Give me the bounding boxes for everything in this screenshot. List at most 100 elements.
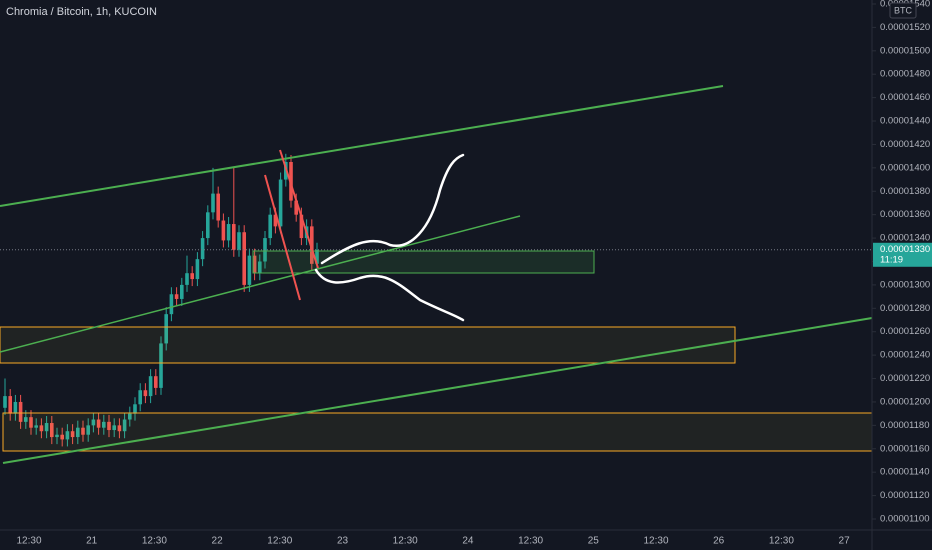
y-tick-label: 0.00001500 [880,45,930,56]
y-tick-label: 0.00001240 [880,350,930,361]
candle-body [268,214,272,239]
x-tick-label: 12:30 [393,536,418,547]
zone-box [252,250,595,274]
candle-body [96,419,101,428]
candle-body [117,425,122,432]
y-tick-label: 0.00001200 [880,396,930,407]
y-tick-label: 0.00001420 [880,139,930,150]
candle-body [226,224,231,241]
y-tick-label: 0.00001340 [880,233,930,244]
zone-box [2,412,873,452]
wedge-line [279,149,319,269]
candle-body [91,419,96,426]
candle-body [174,294,179,299]
candle-body [221,220,226,241]
x-tick-label: 21 [86,536,98,547]
y-tick-label: 0.00001480 [880,69,930,80]
candle-body [242,232,246,285]
candle-body [55,434,59,438]
candle-body [128,413,132,420]
trend-line [0,85,724,207]
candle-body [252,255,257,274]
y-tick-label: 0.00001280 [880,303,930,314]
candle-body [315,249,319,264]
candle-body [159,343,163,388]
candle-body [237,232,241,250]
candle-body [299,214,304,239]
y-tick-label: 0.00001180 [880,420,930,431]
chart-title: Chromia / Bitcoin, 1h, KUCOIN [6,6,157,18]
candle-body [154,376,158,388]
wedge-line [264,174,301,301]
y-tick-label: 0.00001380 [880,186,930,197]
zone-box [0,326,736,364]
x-tick-label: 12:30 [769,536,794,547]
currency-box [889,2,917,19]
y-tick-label: 0.00001400 [880,162,930,173]
candle-body [180,284,184,299]
candle-body [232,224,236,250]
candle-body [102,421,106,428]
candle-body [143,390,148,397]
candle-body [278,179,283,227]
candle-body [86,425,90,435]
candle-body [44,423,49,432]
candle-body [138,390,142,405]
y-tick-label: 0.00001140 [880,467,930,478]
candle-body [148,376,153,397]
y-tick-label: 0.00001160 [880,443,930,454]
candle-body [310,226,314,264]
drawings [0,85,873,464]
y-tick-label: 0.00001460 [880,92,930,103]
countdown-label: 11:19 [880,254,903,265]
candle-body [294,200,298,215]
candle-body [122,419,127,432]
candle-body [107,421,111,431]
candle-body [185,273,189,285]
y-tick-label: 0.00001260 [880,326,930,337]
x-tick-label: 12:30 [142,536,167,547]
candle-body [211,193,215,213]
x-tick-label: 27 [839,536,851,547]
y-tick-label: 0.00001360 [880,209,930,220]
candle-body [206,212,210,239]
candle-body [263,238,267,262]
candle-body [190,273,194,280]
y-tick-label: 0.00001100 [880,514,930,525]
x-tick-label: 23 [337,536,349,547]
candle-body [50,423,54,438]
candle-body [247,255,252,285]
candle-body [258,261,262,274]
candle-body [29,417,33,428]
candle-body [216,193,220,221]
trend-line [2,317,873,464]
candle-body [133,404,137,414]
candle-body [24,417,28,422]
y-tick-label: 0.00001220 [880,373,930,384]
projection-curve [314,268,465,322]
x-tick-label: 22 [212,536,224,547]
x-tick-label: 12:30 [518,536,543,547]
candle-body [164,314,168,344]
candle-body [112,425,116,431]
candle-body [273,214,278,227]
candle-body [70,431,75,438]
trend-line [0,215,521,353]
x-tick-label: 26 [713,536,725,547]
candle-body [65,431,70,440]
x-tick-label: 12:30 [267,536,292,547]
candle-body [81,427,85,435]
candle-body [13,401,18,414]
candle-body [8,396,12,414]
currency-label: BTC [894,5,913,15]
y-tick-label: 0.00001300 [880,279,930,290]
last-price-label: 0.00001330 [880,244,930,255]
candle-body [3,396,7,408]
x-tick-label: 12:30 [643,536,668,547]
y-tick-label: 0.00001120 [880,490,930,501]
candle-body [39,425,44,432]
candle-body [76,427,80,438]
